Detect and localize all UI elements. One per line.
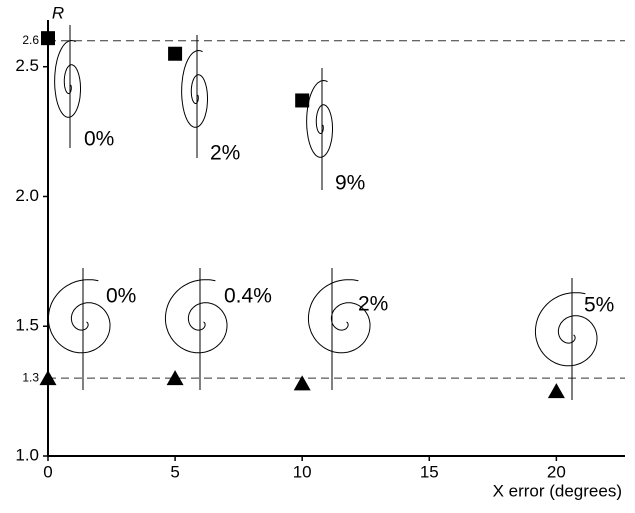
y-axis-label: R — [52, 3, 64, 22]
x-tick-label: 15 — [420, 462, 439, 481]
x-axis-label: X error (degrees) — [493, 481, 622, 500]
spiral — [48, 280, 110, 353]
annotation: 0% — [106, 285, 136, 308]
y-tick-label: 1.0 — [15, 445, 39, 464]
x-tick-label: 5 — [170, 462, 179, 481]
y-tick-label: 2.0 — [15, 186, 39, 205]
chart: R X error (degrees) 1.0 1.5 2.0 2.5 0 5 10 15 20… — [0, 0, 635, 508]
reference-label: 2.6 — [22, 33, 39, 47]
annotation: 0.4% — [224, 285, 272, 308]
annotation: 0% — [84, 128, 114, 151]
annotation: 2% — [358, 293, 388, 316]
x-tick-label: 10 — [293, 462, 312, 481]
x-tick-label: 20 — [547, 462, 566, 481]
y-tick-label: 1.5 — [15, 316, 39, 335]
annotation: 5% — [584, 294, 614, 317]
spiral — [182, 51, 208, 128]
square-marker — [295, 93, 309, 107]
square-marker — [41, 31, 55, 45]
spiral — [55, 41, 81, 118]
reference-label: 1.3 — [22, 370, 39, 384]
square-marker — [168, 47, 182, 61]
triangle-marker — [294, 375, 311, 390]
spiral — [165, 280, 227, 353]
x-tick-label: 0 — [43, 462, 52, 481]
annotation: 2% — [210, 142, 240, 165]
y-tick-label: 2.5 — [15, 56, 39, 75]
spiral — [307, 81, 333, 158]
annotation: 9% — [335, 172, 365, 195]
spiral — [308, 280, 370, 353]
triangle-marker — [548, 383, 565, 398]
